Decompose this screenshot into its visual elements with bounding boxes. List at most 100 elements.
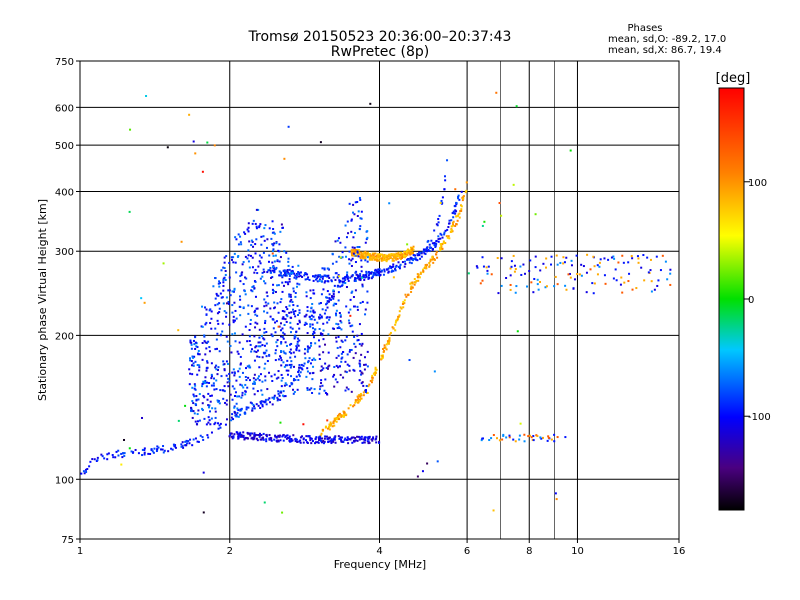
data-point: [265, 342, 268, 345]
data-point: [305, 291, 308, 294]
data-point: [188, 368, 191, 371]
data-point: [319, 274, 322, 277]
data-point: [206, 361, 209, 364]
data-point: [269, 307, 272, 310]
data-point: [669, 283, 672, 286]
data-point: [298, 366, 301, 369]
data-point: [379, 253, 382, 256]
data-point: [288, 273, 291, 276]
data-point: [342, 280, 345, 283]
data-point: [306, 306, 309, 309]
x-tick-label: 6: [464, 546, 470, 557]
data-point: [214, 348, 217, 351]
data-point: [222, 279, 225, 282]
data-point: [389, 254, 392, 257]
data-point: [352, 236, 355, 239]
data-point: [292, 434, 295, 437]
data-point: [259, 345, 262, 348]
data-point: [282, 274, 285, 277]
data-point: [260, 389, 263, 392]
data-point: [434, 244, 437, 247]
data-point: [401, 302, 404, 305]
data-point: [157, 446, 160, 449]
data-point: [357, 397, 360, 400]
data-point: [518, 438, 521, 441]
data-point: [372, 274, 375, 277]
data-point: [312, 309, 315, 312]
data-point: [192, 393, 195, 396]
data-point: [257, 434, 260, 437]
data-point: [505, 436, 508, 439]
data-point: [205, 423, 208, 426]
data-point: [318, 278, 321, 281]
data-point: [546, 439, 549, 442]
data-point: [354, 277, 357, 280]
data-point: [366, 236, 369, 239]
data-point: [257, 345, 260, 348]
data-point: [374, 272, 377, 275]
data-point: [319, 434, 322, 437]
data-point: [404, 252, 407, 255]
data-point: [526, 285, 529, 288]
data-point: [334, 419, 337, 422]
data-point: [311, 391, 314, 394]
data-point: [272, 327, 275, 330]
data-point: [344, 437, 347, 440]
data-point: [196, 373, 199, 376]
data-point: [336, 239, 339, 242]
data-point: [223, 363, 226, 366]
data-point: [281, 327, 284, 330]
data-point: [335, 356, 338, 359]
data-point: [332, 295, 335, 298]
data-point: [233, 374, 236, 377]
data-point: [416, 259, 419, 262]
data-point: [274, 435, 277, 438]
data-point: [445, 235, 448, 238]
data-point: [358, 359, 361, 362]
data-point: [320, 379, 323, 382]
data-point: [145, 95, 148, 98]
data-point: [340, 414, 343, 417]
data-point: [564, 284, 567, 287]
data-point: [328, 425, 331, 428]
data-point: [237, 415, 240, 418]
data-point: [279, 335, 282, 338]
data-point: [266, 295, 269, 298]
data-point: [364, 439, 367, 442]
data-point: [284, 352, 287, 355]
data-point: [352, 405, 355, 408]
data-point: [275, 377, 278, 380]
data-point: [433, 258, 436, 261]
data-point: [359, 225, 362, 228]
data-point: [219, 292, 222, 295]
data-point: [460, 208, 463, 211]
data-point: [369, 258, 372, 261]
data-point: [180, 443, 183, 446]
data-point: [254, 433, 257, 436]
data-point: [242, 386, 245, 389]
data-point: [359, 256, 362, 259]
data-point: [286, 359, 289, 362]
data-point: [259, 262, 262, 265]
data-point: [360, 251, 363, 254]
data-point: [328, 316, 331, 319]
data-point: [224, 279, 227, 282]
data-point: [669, 272, 672, 275]
data-point: [376, 270, 379, 273]
data-point: [354, 400, 357, 403]
data-point: [310, 314, 313, 317]
data-point: [366, 256, 369, 259]
data-point: [623, 281, 626, 284]
data-point: [313, 331, 316, 334]
data-point: [228, 323, 231, 326]
data-point: [276, 345, 279, 348]
data-point: [258, 336, 261, 339]
data-point: [565, 288, 568, 291]
data-point: [240, 272, 243, 275]
data-point: [295, 276, 298, 279]
data-point: [209, 423, 212, 426]
data-point: [254, 295, 257, 298]
data-point: [270, 333, 273, 336]
data-point: [276, 396, 279, 399]
data-point: [279, 322, 282, 325]
